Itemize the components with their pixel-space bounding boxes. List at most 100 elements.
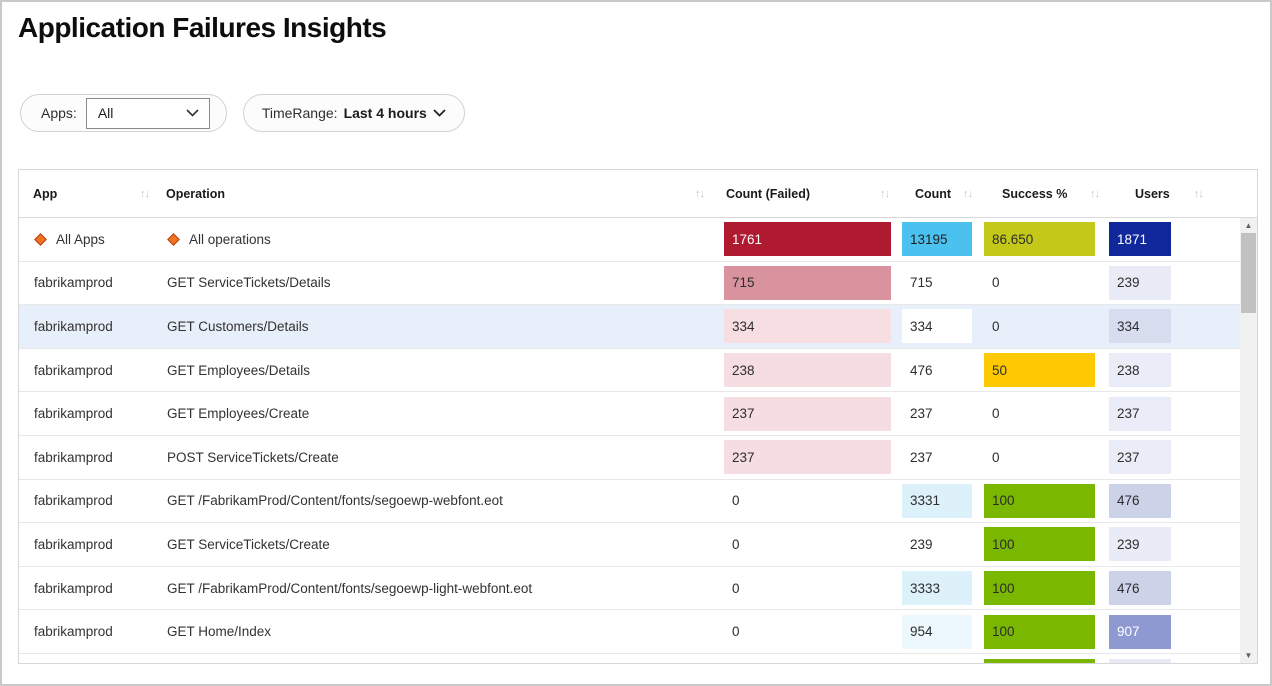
column-label: Count xyxy=(915,186,952,201)
count-cell: 13195 xyxy=(902,222,972,257)
app-cell-text: fabrikamprod xyxy=(34,406,113,422)
operation-cell-text: GET /FabrikamProd/Content/fonts/segoewp-… xyxy=(167,493,503,509)
users-cell: 476 xyxy=(1109,571,1171,606)
count-failed-cell: 0 xyxy=(732,493,740,509)
app-cell: fabrikamprod xyxy=(19,406,153,421)
users-cell: 334 xyxy=(1109,309,1171,344)
count-cell: 476 xyxy=(910,362,933,378)
operation-cell: GET ServiceTickets/Create xyxy=(153,537,708,552)
sort-icon[interactable]: ↑↓ xyxy=(695,187,705,200)
count-cell: 3331 xyxy=(902,483,972,518)
app-cell-text: fabrikamprod xyxy=(34,362,113,378)
app-cell-text: fabrikamprod xyxy=(34,449,113,465)
column-header-app[interactable]: App ↑↓ xyxy=(19,170,153,217)
sort-icon[interactable]: ↑↓ xyxy=(880,187,890,200)
sort-icon[interactable]: ↑↓ xyxy=(1193,187,1204,200)
count-failed-cell xyxy=(724,659,891,663)
count-cell: 715 xyxy=(910,275,933,291)
table-body-wrap: All Apps All operations 1761 13195 86.65… xyxy=(19,218,1257,663)
app-cell: fabrikamprod xyxy=(19,581,153,596)
count-failed-cell: 237 xyxy=(724,440,891,475)
sort-icon[interactable]: ↑↓ xyxy=(140,187,150,200)
column-header-operation[interactable]: Operation ↑↓ xyxy=(153,170,708,217)
success-cell: 86.650 xyxy=(984,222,1095,257)
column-label: App xyxy=(33,186,58,201)
table-row[interactable]: fabrikamprod GET Employees/Details 238 4… xyxy=(19,348,1240,393)
timerange-filter-pill[interactable]: TimeRange: Last 4 hours xyxy=(242,94,465,132)
count-cell: 954 xyxy=(902,614,972,649)
users-cell xyxy=(1109,658,1171,663)
operation-cell: GET Employees/Details xyxy=(153,363,708,378)
timerange-value: Last 4 hours xyxy=(343,105,427,121)
success-cell: 0 xyxy=(992,449,1000,465)
success-cell: 100 xyxy=(984,483,1095,518)
app-cell: fabrikamprod xyxy=(19,493,153,508)
column-label: Operation xyxy=(166,186,226,201)
sort-icon[interactable]: ↑↓ xyxy=(963,187,973,200)
column-header-users[interactable]: Users ↑↓ xyxy=(1101,170,1257,217)
table-row[interactable]: fabrikamprod GET Home/Index 0 954 100 90… xyxy=(19,610,1240,654)
data-grid: App ↑↓ Operation ↑↓ Count (Failed) ↑↓ Co… xyxy=(18,169,1258,664)
users-cell: 907 xyxy=(1109,614,1171,649)
timerange-label: TimeRange: xyxy=(261,105,338,121)
operation-cell: GET Employees/Create xyxy=(153,406,708,421)
count-failed-cell: 0 xyxy=(732,624,740,640)
apps-filter-label: Apps: xyxy=(41,105,77,121)
success-cell: 0 xyxy=(992,318,1000,334)
count-failed-cell: 1761 xyxy=(724,222,891,257)
success-cell: 100 xyxy=(984,614,1095,649)
count-cell: 237 xyxy=(910,406,933,422)
page-title: Application Failures Insights xyxy=(18,12,387,43)
apps-filter-pill[interactable]: Apps: All xyxy=(20,94,227,132)
column-header-count[interactable]: Count ↑↓ xyxy=(898,170,978,217)
app-cell-text: fabrikamprod xyxy=(34,536,113,552)
count-cell xyxy=(902,659,972,663)
app-cell: fabrikamprod xyxy=(19,624,153,639)
table-row[interactable]: fabrikamprod POST ServiceTickets/Create … xyxy=(19,435,1240,480)
table-row[interactable]: fabrikamprod GET Employees/Create 237 23… xyxy=(19,392,1240,436)
count-cell: 334 xyxy=(902,309,972,344)
scroll-up-button[interactable]: ▲ xyxy=(1244,221,1253,230)
app-cell: fabrikamprod xyxy=(19,450,153,465)
count-cell: 239 xyxy=(910,536,933,552)
success-cell: 0 xyxy=(992,406,1000,422)
table-row[interactable]: fabrikamprod GET /FabrikamProd/Content/f… xyxy=(19,479,1240,524)
filter-bar: Apps: All TimeRange: Last 4 hours xyxy=(20,94,465,132)
diamond-icon xyxy=(34,232,47,246)
table-row[interactable]: fabrikamprod GET Customers/Details 334 3… xyxy=(19,305,1240,349)
success-cell: 100 xyxy=(984,571,1095,606)
sort-icon[interactable]: ↑↓ xyxy=(1090,187,1100,200)
users-cell: 239 xyxy=(1109,265,1171,300)
table-row[interactable] xyxy=(19,653,1240,663)
chevron-down-icon xyxy=(433,109,446,117)
users-cell: 239 xyxy=(1109,527,1171,562)
success-cell: 0 xyxy=(992,275,1000,291)
operation-cell-text: GET Home/Index xyxy=(167,624,272,640)
count-failed-cell: 237 xyxy=(724,396,891,431)
operation-cell-text: All operations xyxy=(189,231,271,247)
column-header-success[interactable]: Success % ↑↓ xyxy=(978,170,1101,217)
count-failed-cell: 334 xyxy=(724,309,891,344)
table-row[interactable]: fabrikamprod GET ServiceTickets/Create 0… xyxy=(19,523,1240,567)
users-cell: 238 xyxy=(1109,353,1171,388)
scroll-down-button[interactable]: ▼ xyxy=(1244,651,1253,660)
app-cell-text: fabrikamprod xyxy=(34,318,113,334)
operation-cell-text: GET ServiceTickets/Details xyxy=(167,275,331,291)
column-header-count-failed[interactable]: Count (Failed) ↑↓ xyxy=(708,170,898,217)
scrollbar-thumb[interactable] xyxy=(1241,233,1256,313)
operation-cell: GET Customers/Details xyxy=(153,319,708,334)
app-cell: fabrikamprod xyxy=(19,319,153,334)
table-row[interactable]: fabrikamprod GET /FabrikamProd/Content/f… xyxy=(19,566,1240,611)
vertical-scrollbar[interactable]: ▲ ▼ xyxy=(1240,218,1257,663)
success-cell: 50 xyxy=(984,353,1095,388)
success-cell xyxy=(984,658,1095,663)
users-cell: 476 xyxy=(1109,483,1171,518)
count-cell: 237 xyxy=(910,449,933,465)
operation-cell-text: GET Employees/Details xyxy=(167,362,311,378)
table-row[interactable]: fabrikamprod GET ServiceTickets/Details … xyxy=(19,261,1240,306)
app-cell-text: fabrikamprod xyxy=(34,275,113,291)
apps-select[interactable]: All xyxy=(85,97,210,129)
table-row[interactable]: All Apps All operations 1761 13195 86.65… xyxy=(19,218,1240,262)
column-label: Success % xyxy=(1002,186,1068,201)
count-failed-cell: 0 xyxy=(732,580,740,596)
